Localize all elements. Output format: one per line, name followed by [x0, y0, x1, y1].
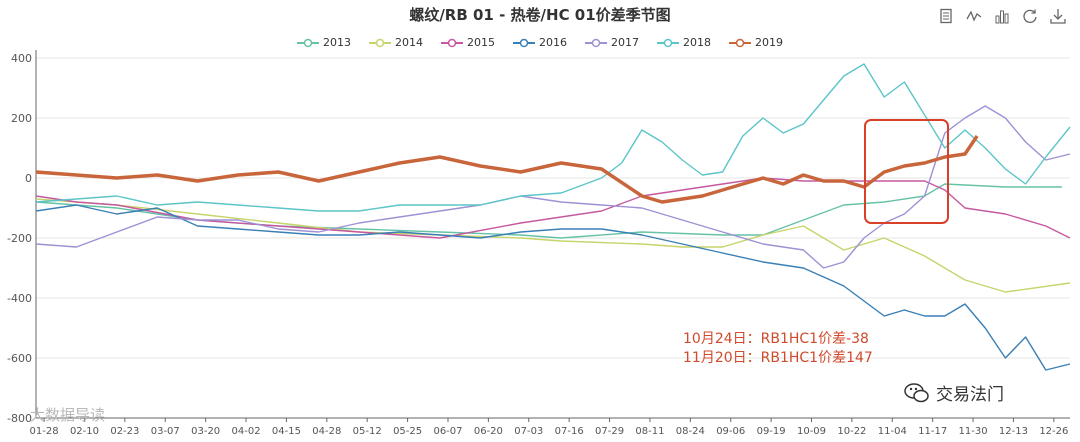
x-tick-label: 03-20	[191, 426, 220, 437]
watermark-logo: 交易法门	[904, 380, 1004, 405]
legend-label: 2015	[467, 36, 495, 49]
bar-chart-icon[interactable]	[994, 8, 1010, 24]
legend-swatch	[729, 38, 751, 47]
logo-text: 交易法门	[936, 385, 1004, 405]
legend-swatch	[369, 38, 391, 47]
x-tick-label: 10-09	[797, 426, 826, 437]
series-line-2018	[35, 63, 1071, 212]
series-line-2019	[35, 135, 979, 204]
legend-swatch	[657, 38, 679, 47]
x-tick-label: 05-25	[393, 426, 422, 437]
x-tick-label: 09-06	[716, 426, 745, 437]
y-tick-label: -400	[7, 292, 32, 305]
legend-swatch	[513, 38, 535, 47]
x-tick-label: 03-07	[151, 426, 180, 437]
series-line-2015	[35, 177, 1071, 239]
wechat-icon	[904, 382, 929, 402]
legend-label: 2016	[539, 36, 567, 49]
line-chart-icon[interactable]	[966, 8, 982, 24]
x-tick-label: 05-12	[353, 426, 382, 437]
legend-label: 2018	[683, 36, 711, 49]
legend-label: 2013	[323, 36, 351, 49]
x-tick-label: 01-28	[30, 426, 59, 437]
x-tick-label: 07-29	[595, 426, 624, 437]
y-tick-label: 200	[11, 112, 32, 125]
x-tick-label: 12-13	[999, 426, 1028, 437]
legend-label: 2019	[755, 36, 783, 49]
y-tick-label: 0	[25, 172, 32, 185]
series-line-2014	[35, 198, 1071, 293]
x-tick-label: 07-16	[555, 426, 584, 437]
x-tick-label: 04-28	[312, 426, 341, 437]
watermark-footer: 大数据导读	[30, 406, 106, 424]
x-tick-label: 07-03	[514, 426, 543, 437]
legend-item-2015[interactable]: 2015	[441, 36, 495, 49]
x-tick-label: 04-02	[232, 426, 261, 437]
data-view-icon[interactable]	[938, 8, 954, 24]
y-tick-label: -600	[7, 352, 32, 365]
toolbox	[938, 8, 1066, 24]
x-tick-label: 08-11	[635, 426, 664, 437]
restore-icon[interactable]	[1022, 8, 1038, 24]
x-tick-label: 06-20	[474, 426, 503, 437]
y-tick-label: -800	[7, 412, 32, 425]
y-tick-label: 400	[11, 52, 32, 65]
x-tick-label: 11-04	[878, 426, 907, 437]
annotation-text: 10月24日：RB1HC1价差-38 11月20日：RB1HC1价差147	[683, 330, 873, 368]
x-tick-label: 12-26	[1039, 426, 1068, 437]
y-tick-label: -200	[7, 232, 32, 245]
legend-swatch	[585, 38, 607, 47]
x-tick-label: 11-17	[918, 426, 947, 437]
x-tick-label: 09-19	[757, 426, 786, 437]
x-tick-label: 02-10	[70, 426, 99, 437]
legend-item-2017[interactable]: 2017	[585, 36, 639, 49]
x-tick-label: 04-15	[272, 426, 301, 437]
legend-label: 2017	[611, 36, 639, 49]
series-line-2016	[35, 204, 1071, 371]
x-tick-label: 06-07	[433, 426, 462, 437]
download-icon[interactable]	[1050, 8, 1066, 24]
highlight-box	[864, 119, 949, 224]
annotation-line-1: 10月24日：RB1HC1价差-38	[683, 331, 869, 347]
x-tick-label: 02-23	[110, 426, 139, 437]
legend-swatch	[441, 38, 463, 47]
legend-item-2016[interactable]: 2016	[513, 36, 567, 49]
legend-swatch	[297, 38, 319, 47]
x-tick-label: 08-24	[676, 426, 705, 437]
x-tick-label: 10-22	[837, 426, 866, 437]
legend-item-2019[interactable]: 2019	[729, 36, 783, 49]
legend-item-2014[interactable]: 2014	[369, 36, 423, 49]
chart-legend: 2013 2014 2015 2016 2017 2018 2019	[0, 36, 1080, 49]
series-line-2017	[35, 105, 1071, 269]
legend-item-2018[interactable]: 2018	[657, 36, 711, 49]
annotation-line-2: 11月20日：RB1HC1价差147	[683, 350, 873, 366]
x-tick-label: 11-30	[959, 426, 988, 437]
legend-item-2013[interactable]: 2013	[297, 36, 351, 49]
chart-title: 螺纹/RB 01 - 热卷/HC 01价差季节图	[409, 6, 671, 24]
legend-label: 2014	[395, 36, 423, 49]
